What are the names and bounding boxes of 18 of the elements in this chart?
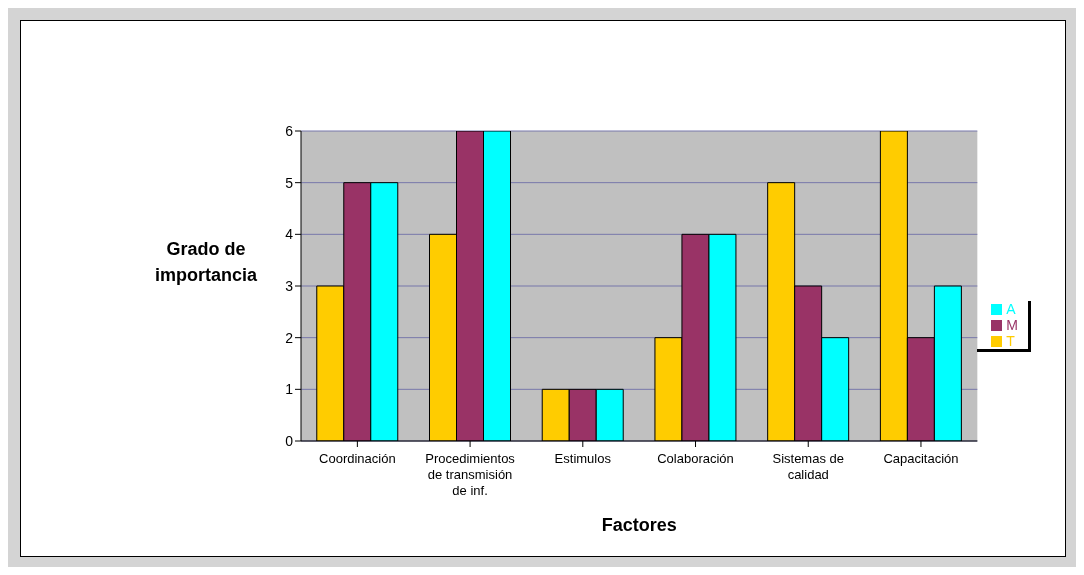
x-tick-label: Estimulos <box>554 451 612 466</box>
legend-label: A <box>1006 300 1016 317</box>
x-axis-title: Factores <box>601 515 677 535</box>
legend-label: M <box>1006 316 1018 333</box>
x-tick-label: Capacitación <box>883 451 959 466</box>
y-tick-label: 5 <box>285 174 294 191</box>
y-axis-title: Grado de importancia <box>154 238 258 287</box>
x-tick-label: Procedimientos de transmisión de inf. <box>425 451 516 498</box>
y-tick-label: 3 <box>285 277 294 294</box>
y-tick-label: 4 <box>285 226 294 243</box>
y-tick-label: 1 <box>285 381 294 398</box>
y-tick-label: 0 <box>285 432 294 449</box>
x-tick-label: Coordinación <box>319 451 396 466</box>
x-tick-label: Colaboración <box>657 451 734 466</box>
y-tick-label: 6 <box>285 122 294 139</box>
legend-label: T <box>1006 332 1015 349</box>
x-tick-label: Sistemas de calidad <box>772 451 845 482</box>
y-tick-label: 2 <box>285 329 294 346</box>
